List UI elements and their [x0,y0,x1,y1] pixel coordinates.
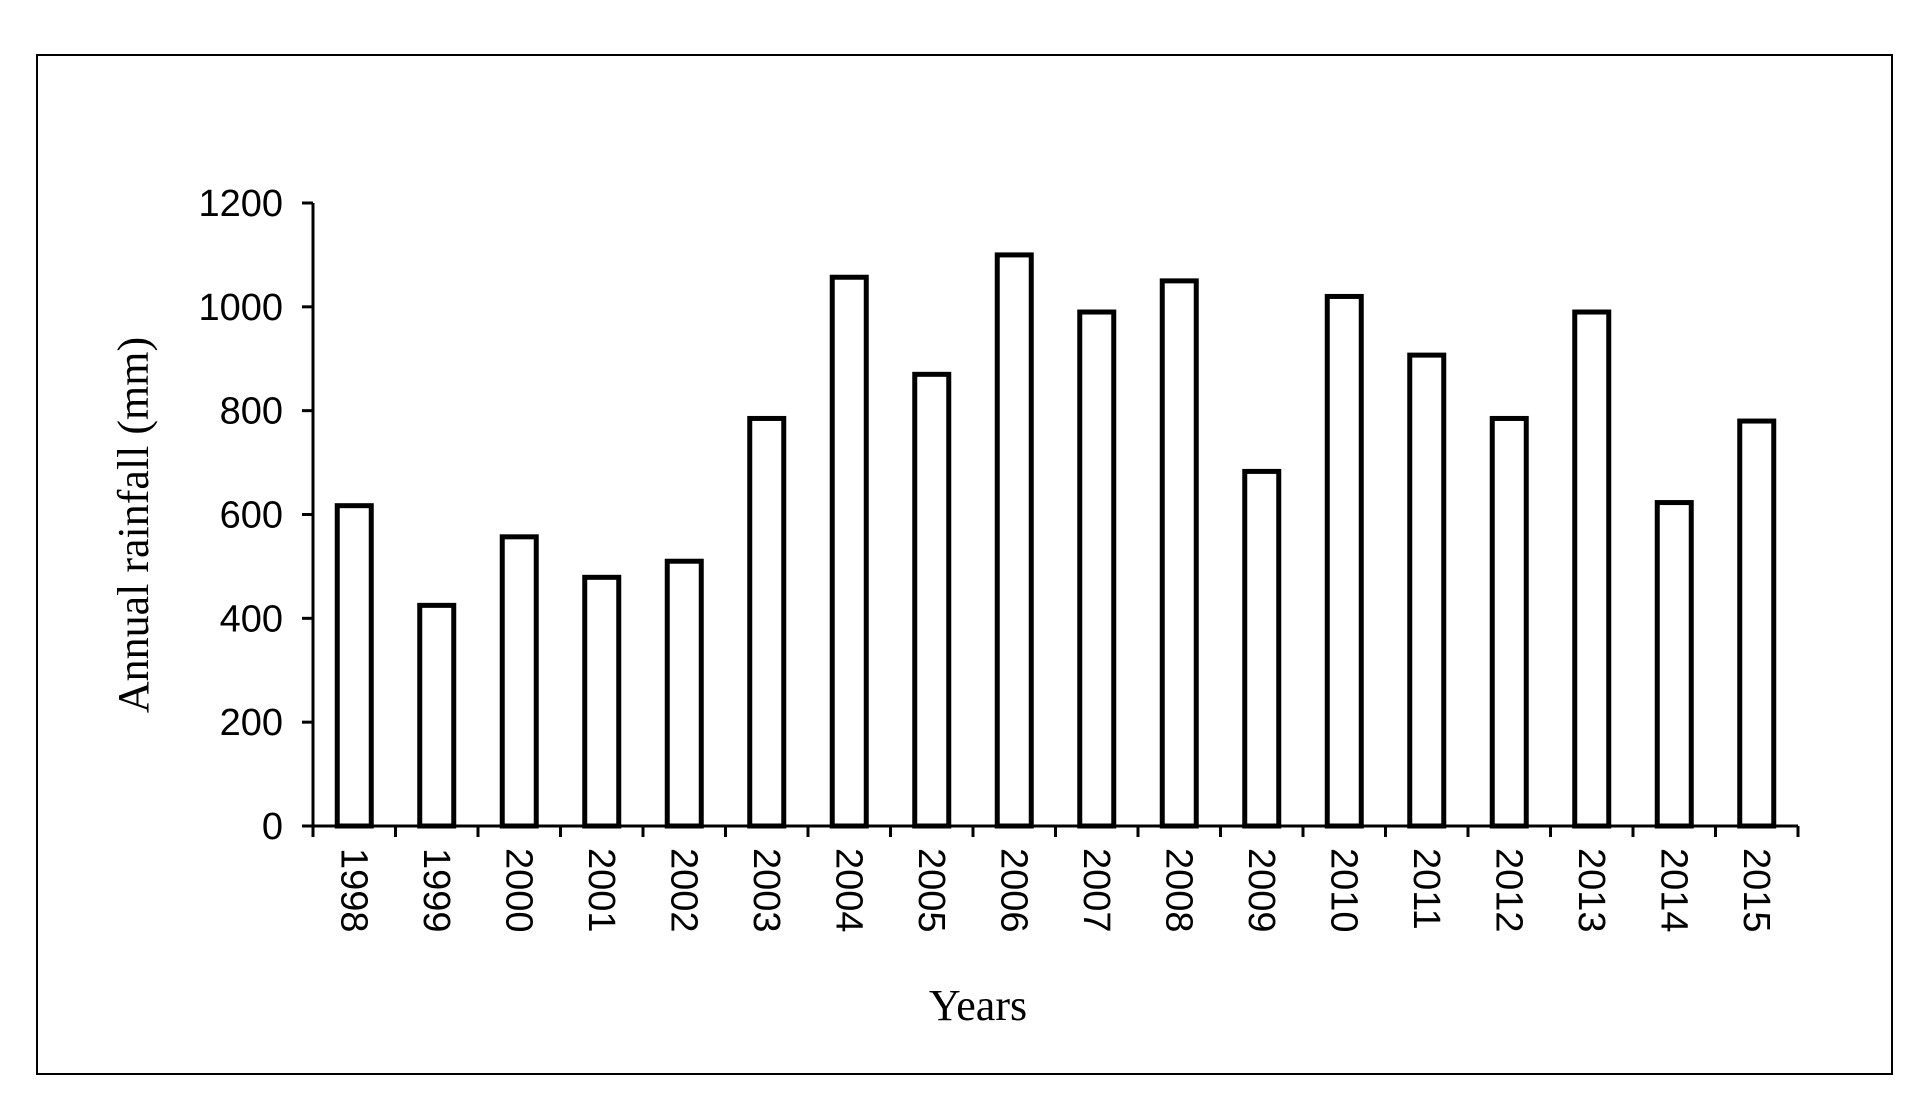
bar-2013 [1572,309,1612,829]
y-tick-label-2: 400 [220,598,283,640]
bar-2011 [1407,352,1447,829]
y-tick-label-1: 200 [220,702,283,744]
x-tick-label-2001: 2001 [580,848,622,933]
bar-2006 [994,252,1034,829]
x-tick-label-2005: 2005 [910,848,952,933]
bar-2008 [1159,278,1199,829]
bar-2015 [1737,418,1777,829]
y-axis-title: Annual rainfall (mm) [109,337,158,713]
x-tick-label-2003: 2003 [745,848,787,933]
y-ticks-group: 0 200 400 600 800 1000 1200 [198,183,313,848]
bar-1999 [417,602,457,829]
x-tick-label-2002: 2002 [662,848,704,933]
bar-2012 [1489,415,1529,829]
bar-2003 [747,415,787,829]
bars-group [334,252,1777,829]
x-tick-label-2006: 2006 [992,848,1034,933]
bar-2010 [1324,293,1364,829]
x-axis-title: Years [929,981,1027,1030]
x-tick-label-2014: 2014 [1652,848,1694,933]
x-tick-label-2008: 2008 [1157,848,1199,933]
bar-2014 [1654,500,1694,829]
y-tick-label-0: 0 [262,806,283,848]
x-tick-label-1998: 1998 [332,848,374,933]
bar-2000 [499,534,539,829]
bar-2009 [1242,468,1282,829]
x-tick-label-2007: 2007 [1075,848,1117,933]
bar-2004 [829,274,869,829]
bar-1998 [334,503,374,829]
x-tick-label-2004: 2004 [827,848,869,933]
x-tick-label-2000: 2000 [497,848,539,933]
bar-2007 [1077,309,1117,829]
x-tick-label-2011: 2011 [1405,848,1447,930]
x-ticks-group: 1998 1999 2000 2001 2002 2003 2004 2005 2006 2007… [311,826,1800,933]
y-tick-label-5: 1000 [198,287,283,329]
bar-2002 [664,558,704,829]
x-tick-label-2015: 2015 [1735,848,1777,933]
y-tick-label-4: 800 [220,391,283,433]
x-tick-label-1999: 1999 [415,848,457,933]
y-tick-label-3: 600 [220,495,283,537]
x-tick-label-2013: 2013 [1570,848,1612,933]
bar-2005 [912,371,952,829]
x-tick-label-2012: 2012 [1487,848,1529,933]
y-tick-label-6: 1200 [198,183,283,225]
x-tick-label-2010: 2010 [1322,848,1364,933]
bar-2001 [582,574,622,829]
x-tick-label-2009: 2009 [1240,848,1282,933]
